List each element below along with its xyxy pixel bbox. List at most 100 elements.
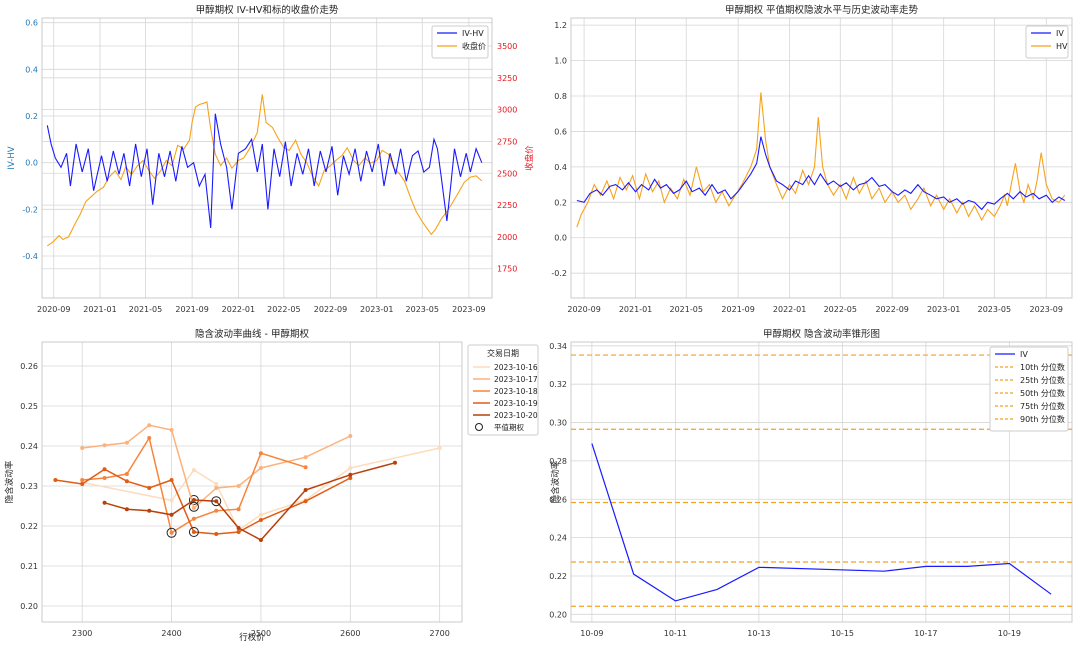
smile-point <box>102 500 107 505</box>
y2-tick-label: 2000 <box>497 233 517 242</box>
smile-point <box>124 472 129 476</box>
chart-title: 甲醇期权 平值期权隐波水平与历史波动率走势 <box>725 4 919 16</box>
smile-point <box>147 423 152 428</box>
legend-label: 收盘价 <box>462 41 486 51</box>
smile-point <box>214 508 219 513</box>
smile-point <box>80 482 85 486</box>
smile-point <box>303 499 308 504</box>
y2-tick-label: 2750 <box>497 137 517 146</box>
legend-label: 2023-10-20 <box>494 411 538 420</box>
smile-point <box>303 488 308 492</box>
chart-title: 隐含波动率曲线 - 甲醇期权 <box>195 328 309 340</box>
y2-tick-label: 1750 <box>497 265 517 274</box>
legend-box <box>1025 25 1069 59</box>
y-tick-label: 1.2 <box>554 21 567 30</box>
chart-title: 甲醇期权 IV-HV和标的收盘价走势 <box>196 4 339 16</box>
x-tick-label: 2600 <box>340 629 360 638</box>
legend-label: HV <box>1056 42 1068 51</box>
smile-point <box>258 512 263 517</box>
legend-label: 25th 分位数 <box>1020 375 1065 385</box>
x-tick-label: 2021-01 <box>619 305 652 314</box>
y2-tick-label: 2500 <box>497 169 517 178</box>
legend-box <box>989 346 1069 432</box>
y-tick-label: 0.6 <box>554 127 567 136</box>
x-tick-label: 2022-05 <box>267 305 300 314</box>
x-tick-label: 2500 <box>251 629 271 638</box>
smile-point <box>102 467 107 472</box>
smile-point <box>191 516 196 521</box>
y-tick-label: 0.0 <box>554 234 567 243</box>
legend-label: 50th 分位数 <box>1020 388 1065 398</box>
legend-label: IV-HV <box>462 29 484 38</box>
legend-label: 2023-10-18 <box>494 387 538 396</box>
y-tick-label: 0.2 <box>554 198 567 207</box>
smile-point <box>348 434 353 438</box>
smile-point <box>258 466 263 470</box>
y-tick-label: 0.28 <box>549 457 567 466</box>
smile-point <box>214 499 219 504</box>
atm-marker <box>166 527 177 538</box>
chart-iv-smile: 0.20 0.21 0.22 0.23 0.24 0.25 0.26 2300 2400 2500… <box>4 328 539 643</box>
x-tick-label: 2700 <box>429 629 449 638</box>
legend-label: 75th 分位数 <box>1020 401 1065 411</box>
atm-marker <box>188 501 199 512</box>
chart-title: 甲醇期权 隐含波动率锥形图 <box>763 328 880 340</box>
legend-label: 2023-10-16 <box>494 363 538 372</box>
y2-tick-label: 2250 <box>497 201 517 210</box>
y-tick-label: 0.20 <box>20 602 38 611</box>
legend-label: 90th 分位数 <box>1020 414 1065 424</box>
series-line-hv <box>576 92 1066 228</box>
y2-tick-label: 3500 <box>497 42 517 51</box>
smile-point <box>102 476 107 480</box>
legend-label: 2023-10-17 <box>494 375 538 384</box>
x-tick-label: 2022-01 <box>773 305 806 314</box>
smile-point <box>214 486 219 490</box>
x-tick-label: 2023-01 <box>927 305 960 314</box>
series-line-iv <box>591 443 1052 602</box>
x-tick-label: 2023-05 <box>978 305 1011 314</box>
axis-label: 行权价 <box>239 632 265 643</box>
smile-point <box>214 532 219 536</box>
y-tick-label: 0.24 <box>20 442 38 451</box>
legend-atm-marker <box>475 423 483 431</box>
legend-label: 2023-10-19 <box>494 399 538 408</box>
plot-frame <box>570 17 1073 299</box>
smile-point <box>236 507 241 512</box>
x-tick-label: 2020-09 <box>37 305 70 314</box>
legend-label: 10th 分位数 <box>1020 362 1065 372</box>
atm-marker <box>211 496 222 507</box>
y-tick-label: -0.2 <box>22 205 38 214</box>
x-tick-label: 2021-09 <box>175 305 208 314</box>
plot-frame <box>41 17 493 299</box>
smile-point <box>191 506 196 510</box>
y-tick-label: 0.26 <box>549 495 567 504</box>
y-tick-label: 0.25 <box>20 402 38 411</box>
y-tick-label: 0.22 <box>549 572 567 581</box>
smile-point <box>53 478 58 482</box>
y-tick-label: 0.8 <box>554 92 567 101</box>
smile-point <box>80 478 85 482</box>
x-tick-label: 2020-09 <box>567 305 600 314</box>
smile-point <box>169 498 174 503</box>
x-tick-label: 2023-05 <box>406 305 439 314</box>
x-tick-label: 2021-05 <box>670 305 703 314</box>
x-tick-label: 2021-01 <box>83 305 116 314</box>
smile-point <box>303 455 308 460</box>
smile-point <box>236 484 241 488</box>
y-tick-label: 0.22 <box>20 522 38 531</box>
y-tick-label: 0.30 <box>549 419 567 428</box>
smile-line-2023-10-19 <box>55 468 351 535</box>
y-tick-label: 0.34 <box>549 342 567 351</box>
smile-point <box>169 512 174 517</box>
x-tick-label: 10-19 <box>998 629 1021 638</box>
y-tick-label: 0.20 <box>549 610 567 619</box>
x-tick-label: 10-11 <box>664 629 687 638</box>
smile-point <box>147 436 152 440</box>
legend-label: 平值期权 <box>494 422 524 432</box>
x-tick-label: 2023-01 <box>360 305 393 314</box>
x-tick-label: 2021-09 <box>721 305 754 314</box>
smile-point <box>147 486 152 490</box>
plot-frame <box>570 341 1073 623</box>
legend-label: IV <box>1020 350 1028 359</box>
y-tick-label: 0.24 <box>549 534 567 543</box>
